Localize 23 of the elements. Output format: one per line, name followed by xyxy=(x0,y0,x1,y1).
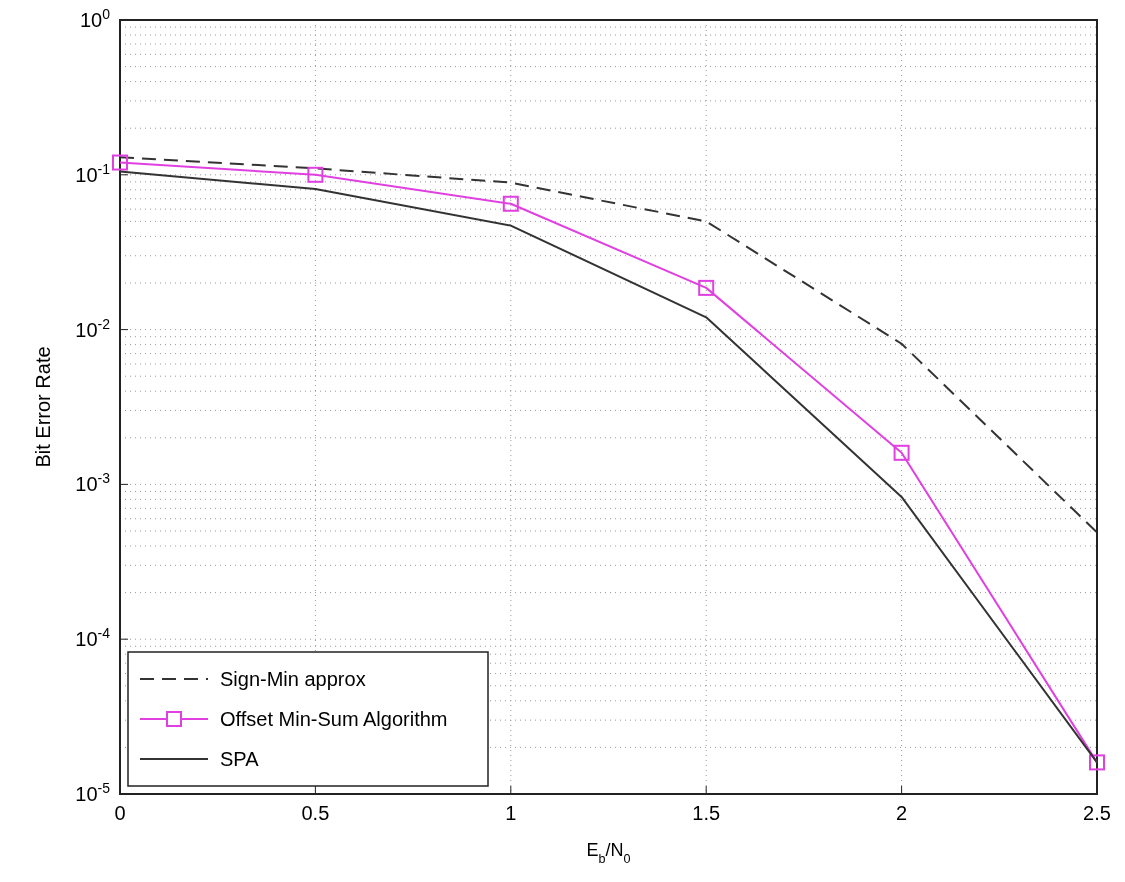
point xyxy=(307,166,324,183)
x-axis-title: E$_{b}$/N$_{0}$ xyxy=(586,840,631,866)
y-axis-title: Bit Error Rate xyxy=(32,346,54,468)
y-tick-label: 10$^{-4}$ xyxy=(75,625,111,651)
y-tick-label: 10$^{-1}$ xyxy=(75,160,111,186)
y-tick-label: 10$^{-3}$ xyxy=(75,470,111,496)
x-tick-label: 1.5 xyxy=(692,802,721,824)
y-tick-label: 10$^{0}$ xyxy=(79,6,111,31)
x-tick-label: 2 xyxy=(896,802,908,824)
x-tick-label: 1 xyxy=(505,802,517,824)
point xyxy=(698,279,715,296)
legend-label: SPA xyxy=(220,748,260,770)
legend-label: Offset Min-Sum Algorithm xyxy=(220,708,448,730)
point xyxy=(502,195,519,212)
x-tick-label: 0.5 xyxy=(301,802,330,824)
point xyxy=(893,444,910,461)
y-tick-label: 10$^{-5}$ xyxy=(75,780,111,805)
point xyxy=(1089,754,1105,771)
x-tick-label: 2.5 xyxy=(1083,802,1111,824)
legend-label: Sign-Min approx xyxy=(220,668,366,690)
y-tick-label: 10$^{-2}$ xyxy=(75,315,111,341)
point xyxy=(112,154,128,171)
x-tick-label: 0 xyxy=(114,802,126,824)
